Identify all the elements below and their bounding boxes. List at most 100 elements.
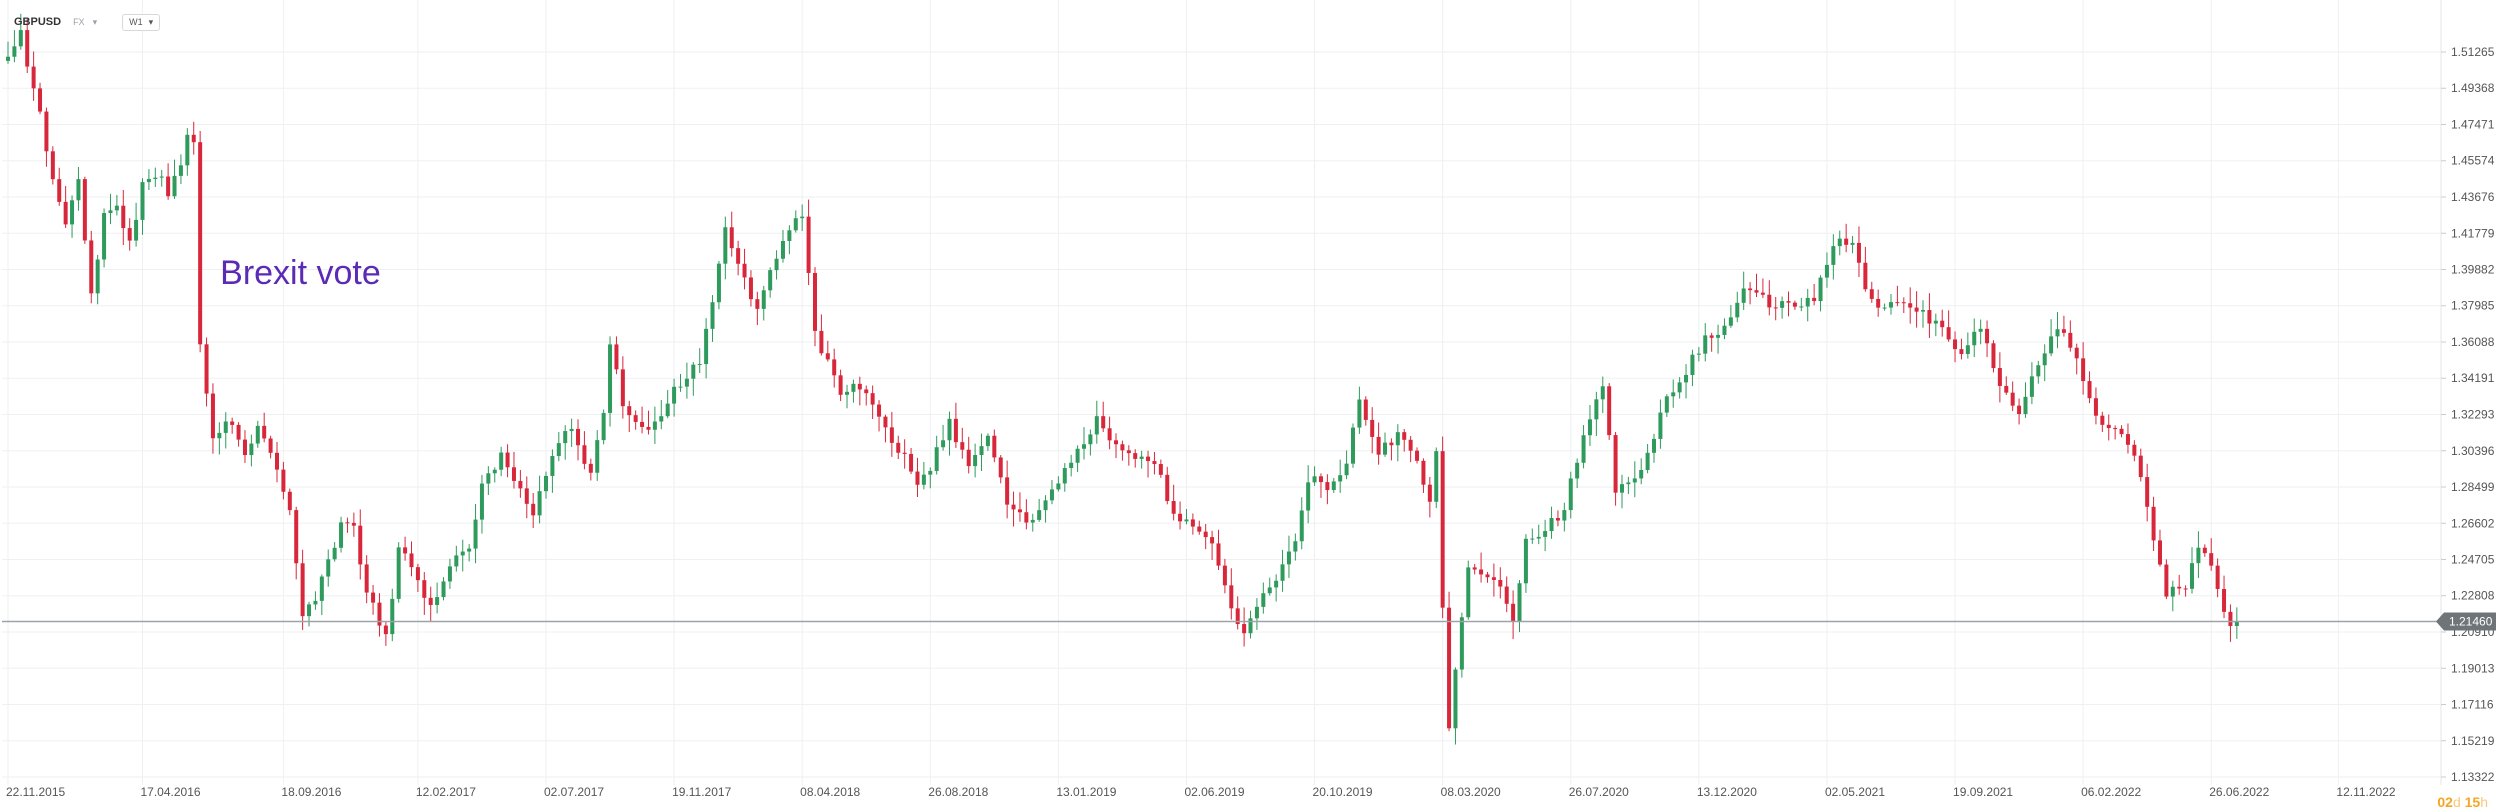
candle-down [50, 146, 55, 185]
y-tick-label: 1.39882 [2451, 263, 2495, 277]
chevron-down-icon[interactable]: ▾ [92, 16, 98, 27]
y-tick-label: 1.45574 [2451, 154, 2495, 168]
candle-down [1376, 422, 1381, 465]
candle-up [537, 475, 542, 524]
candle-up [1703, 323, 1708, 362]
candle-up [1331, 477, 1336, 493]
candle-up [6, 41, 10, 64]
candle-down [2068, 320, 2073, 352]
candle-down [1914, 291, 1919, 328]
y-tick-label: 1.28499 [2451, 480, 2495, 494]
candle-down [1760, 278, 1765, 298]
x-tick-label: 19.11.2017 [672, 785, 731, 799]
candle-up [1626, 476, 1631, 494]
candle-up [12, 30, 17, 63]
candle-up [787, 225, 792, 255]
candle-down [960, 427, 965, 459]
x-tick-label: 12.02.2017 [416, 785, 476, 799]
candle-down [2017, 398, 2022, 425]
candle-down [1171, 484, 1176, 521]
candle-down [902, 439, 907, 469]
candle-down [2119, 425, 2124, 438]
countdown-days: 02 [2437, 794, 2453, 810]
candle-up [1267, 577, 1272, 596]
candle-up [255, 420, 260, 448]
candle-up [1978, 319, 1983, 345]
candle-up [793, 210, 798, 233]
x-tick-label: 26.08.2018 [928, 785, 988, 799]
current-price-marker: 1.21460 [2, 612, 2496, 631]
countdown-hours-unit: h [2480, 794, 2488, 810]
candle-up [1184, 508, 1189, 525]
candle-up [1274, 574, 1279, 602]
candle-down [300, 549, 305, 630]
candle-up [454, 545, 459, 572]
candle-down [1869, 281, 1874, 303]
candle-down [1812, 283, 1817, 306]
candle-up [1383, 432, 1388, 457]
candle-down [729, 211, 734, 257]
candle-down [2081, 342, 2086, 395]
candle-up [473, 503, 478, 564]
candle-down [1126, 445, 1131, 466]
candle-down [1792, 300, 1797, 310]
candle-down [1402, 428, 1407, 452]
candle-down [1767, 280, 1772, 316]
candle-up [2036, 360, 2041, 384]
chevron-down-icon: ▾ [148, 16, 154, 27]
candle-down [1607, 383, 1612, 440]
candle-down [518, 469, 523, 498]
candle-up [1594, 391, 1599, 437]
candle-down [287, 488, 292, 516]
candle-down [1511, 590, 1516, 640]
y-tick-label: 1.26602 [2451, 516, 2495, 530]
candle-up [1459, 612, 1464, 678]
y-tick-label: 1.22808 [2451, 589, 2495, 603]
candle-up [1338, 459, 1343, 493]
candle-up [1562, 502, 1567, 532]
candle-up [941, 424, 946, 451]
candle-up [1581, 425, 1586, 469]
candle-down [63, 186, 68, 229]
candle-down [281, 461, 286, 500]
candle-up [1094, 400, 1099, 444]
candle-down [1997, 352, 2002, 403]
candle-down [2093, 387, 2098, 425]
candle-down [1318, 473, 1323, 498]
candle-up [1043, 495, 1048, 523]
candle-up [178, 154, 183, 185]
timeframe-button[interactable]: W1 ▾ [122, 13, 161, 31]
y-tick-label: 1.34191 [2451, 371, 2495, 385]
candle-down [1991, 340, 1996, 373]
candle-down [531, 492, 536, 529]
candle-down [57, 167, 62, 206]
candle-down [2061, 315, 2066, 337]
candle-down [31, 51, 36, 101]
candle-up [1453, 667, 1458, 745]
candle-up [1139, 450, 1144, 469]
y-tick-label: 1.37985 [2451, 299, 2495, 313]
candle-down [832, 348, 837, 388]
candle-up [390, 588, 395, 642]
candle-up [800, 204, 805, 231]
candle-down [1133, 449, 1138, 468]
candle-down [1485, 571, 1490, 583]
current-price-label: 1.21460 [2449, 615, 2493, 629]
candle-down [755, 291, 760, 326]
candle-up [1587, 405, 1592, 446]
candle-up [1575, 458, 1580, 488]
x-tick-label: 17.04.2016 [140, 785, 200, 799]
symbol-label[interactable]: GBPUSD [14, 16, 62, 28]
y-tick-label: 1.36088 [2451, 335, 2495, 349]
candle-down [415, 563, 420, 593]
candle-down [1940, 309, 1945, 337]
candle-down [268, 435, 273, 459]
candle-down [364, 555, 369, 604]
candle-down [1491, 563, 1496, 597]
candle-down [1197, 520, 1202, 535]
candle-down [614, 336, 619, 375]
candle-down [2138, 448, 2143, 482]
candle-up [851, 379, 856, 403]
candle-down [1953, 331, 1958, 363]
